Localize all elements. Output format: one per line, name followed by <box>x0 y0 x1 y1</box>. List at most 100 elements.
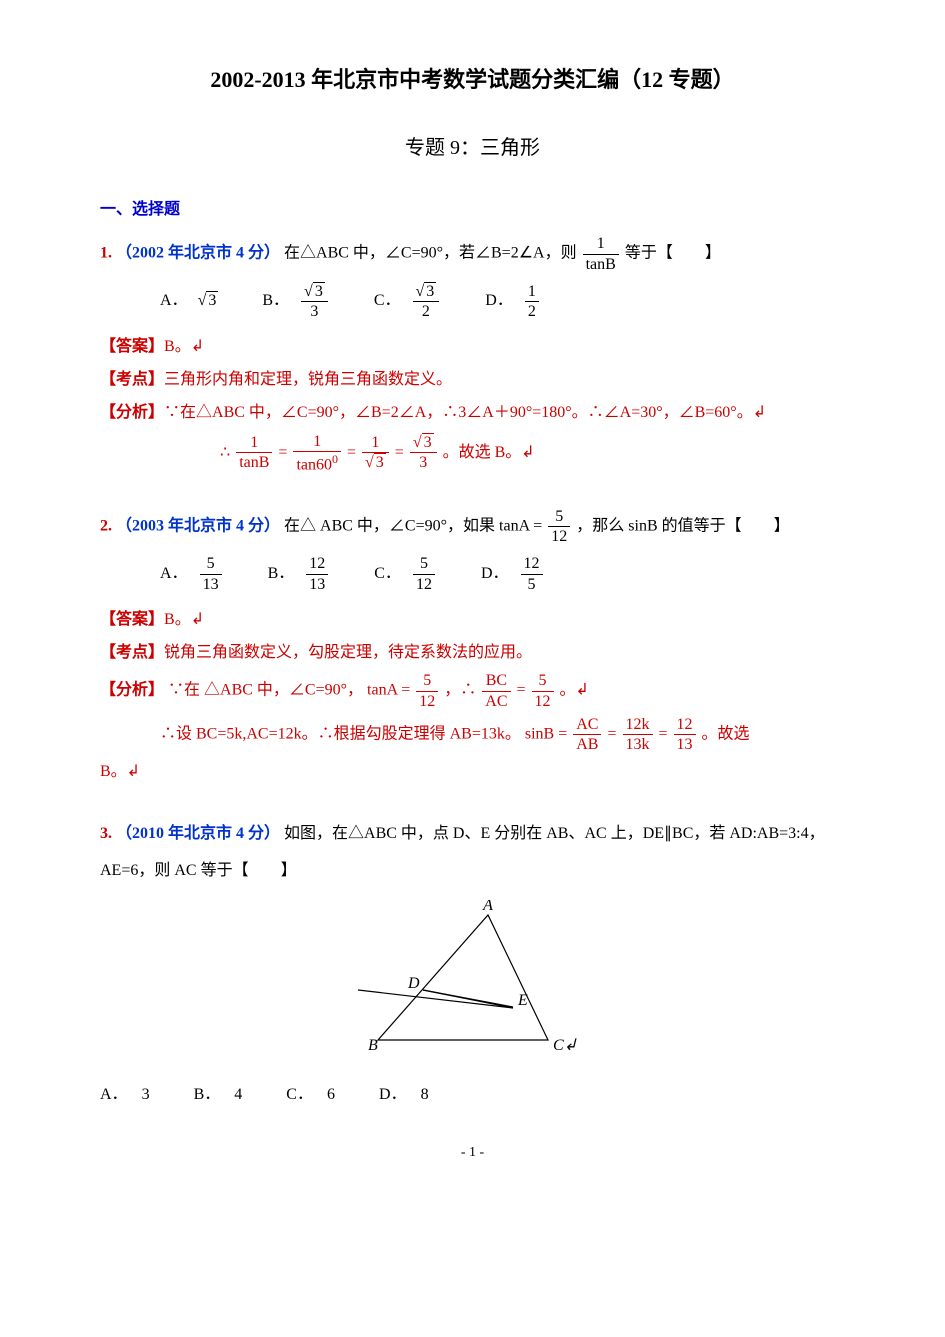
frac-num: 1 <box>525 282 539 302</box>
q2-answer: 【答案】B。↲ <box>100 606 845 635</box>
frac-den: tanB <box>583 255 619 274</box>
question-3: 3. （2010 年北京市 4 分） 如图，在△ABC 中，点 D、E 分别在 … <box>100 820 845 849</box>
opt-label: D． <box>485 292 513 309</box>
sub-title: 专题 9：三角形 <box>100 130 845 166</box>
q2-text-pre: 在△ ABC 中，∠C=90°，如果 <box>284 517 495 534</box>
opt-label: C． <box>374 292 401 309</box>
opt-val: 3 <box>142 1086 150 1103</box>
frac-den: 12 <box>413 575 435 594</box>
frac-num: 12 <box>306 554 328 574</box>
q1-kaodian: 【考点】三角形内角和定理，锐角三角函数定义。 <box>100 366 845 395</box>
frac-num: 1 <box>236 433 272 453</box>
frac-den: tan60 <box>296 456 332 473</box>
frac-num: 12 <box>674 715 696 735</box>
q1-opt-C: C． 3 2 <box>374 282 441 321</box>
q1-opt-D: D． 12 <box>485 282 541 321</box>
q3-opt-C: C． 6 <box>286 1081 335 1110</box>
opt-label: A． <box>100 1086 120 1103</box>
opt-val: 6 <box>327 1086 335 1103</box>
q1-step: ∴ 1tanB = 1tan600 = 13 = 33 。故选 B。↲ <box>100 432 845 475</box>
kd-value: 三角形内角和定理，锐角三角函数定义。 <box>164 371 452 388</box>
step2-b: B。↲ <box>100 763 140 780</box>
kd-label: 【考点】 <box>100 644 164 661</box>
frac-num: AC <box>573 715 601 735</box>
opt-label: D． <box>379 1086 399 1103</box>
step2-end: 。故选 <box>702 725 750 742</box>
q1-frac: 1 tanB <box>583 234 619 273</box>
radicand: 3 <box>422 433 434 451</box>
fx-label: 【分析】 <box>100 404 164 421</box>
q3-diagram: A B C↲ D E <box>100 900 845 1071</box>
q3-opt-A: A． 3 <box>100 1081 150 1110</box>
opt-label: C． <box>286 1086 305 1103</box>
fx-pre: ∵在 △ABC 中，∠C=90°， <box>168 682 363 699</box>
step2-pre: ∴设 BC=5k,AC=12k。∴根据勾股定理得 AB=13k。 <box>160 725 521 742</box>
opt-val: 4 <box>234 1086 242 1103</box>
opt-label: D． <box>481 565 509 582</box>
frac-den: AC <box>482 692 510 711</box>
frac-num: 12k <box>623 715 653 735</box>
frac-den: 2 <box>525 302 539 321</box>
fx-mid: ，∴ <box>444 682 476 699</box>
step-post: 。故选 B。↲ <box>443 444 535 461</box>
q2-options: A． 513 B． 1213 C． 512 D． 125 <box>100 554 845 593</box>
frac-den: tanB <box>236 453 272 472</box>
main-title: 2002-2013 年北京市中考数学试题分类汇编（12 专题） <box>100 60 845 100</box>
q1-opt-B: B． 33 <box>262 282 329 321</box>
q3-opt-B: B． 4 <box>194 1081 243 1110</box>
q2-opt-A: A． 513 <box>160 554 224 593</box>
q2-num: 2. <box>100 517 112 534</box>
frac-den: 2 <box>413 302 440 321</box>
tan-label: tanA <box>499 517 529 534</box>
frac-den: 3 <box>410 453 437 472</box>
tan-label: tanA <box>367 682 397 699</box>
answer-value: B。↲ <box>164 611 204 628</box>
equals: = <box>533 517 546 534</box>
question-1: 1. （2002 年北京市 4 分） 在△ABC 中，∠C=90°，若∠B=2∠… <box>100 234 845 273</box>
q2-text-post: ，那么 sinB 的值等于【 】 <box>576 517 789 534</box>
q2-opt-C: C． 512 <box>374 554 437 593</box>
frac-num: 5 <box>413 554 435 574</box>
step-pre: ∴ <box>220 444 230 461</box>
q1-answer: 【答案】B。↲ <box>100 333 845 362</box>
opt-label: A． <box>160 292 188 309</box>
q1-num: 1. <box>100 245 112 262</box>
label-B: B <box>368 1037 378 1054</box>
q1-fenxi: 【分析】∵在△ABC 中，∠C=90°，∠B=2∠A，∴3∠A＋90°=180°… <box>100 399 845 428</box>
frac-den: 12 <box>416 692 438 711</box>
frac-den: AB <box>573 735 601 754</box>
frac-num: 5 <box>548 507 570 527</box>
label-C: C↲ <box>553 1037 577 1054</box>
q1-options: A． 3 B． 33 C． 32 D． 12 <box>100 282 845 321</box>
frac-den: 13k <box>623 735 653 754</box>
kd-value: 锐角三角函数定义，勾股定理，待定系数法的应用。 <box>164 644 532 661</box>
label-D: D <box>407 975 420 992</box>
frac-num: 12 <box>521 554 543 574</box>
fx-end: 。↲ <box>560 682 589 699</box>
opt-val: 8 <box>421 1086 429 1103</box>
q3-body2: AE=6，则 AC 等于【 】 <box>100 857 845 886</box>
q2-source: （2003 年北京市 4 分） <box>116 517 280 534</box>
radicand: 3 <box>374 453 386 471</box>
frac-den: 3 <box>301 302 328 321</box>
frac-den: 12 <box>548 527 570 546</box>
label-A: A <box>482 900 493 914</box>
question-2: 2. （2003 年北京市 4 分） 在△ ABC 中，∠C=90°，如果 ta… <box>100 507 845 546</box>
q2-opt-B: B． 1213 <box>268 554 331 593</box>
sup: 0 <box>332 452 338 466</box>
frac-den: 13 <box>200 575 222 594</box>
q3-options: A． 3 B． 4 C． 6 D． 8 <box>100 1081 845 1110</box>
opt-label: B． <box>268 565 295 582</box>
q1-text-post: 等于【 】 <box>625 245 721 262</box>
radicand: 3 <box>424 282 436 300</box>
triangle-diagram: A B C↲ D E <box>358 900 588 1060</box>
q1-source: （2002 年北京市 4 分） <box>116 245 280 262</box>
q2-step2: ∴设 BC=5k,AC=12k。∴根据勾股定理得 AB=13k。 sinB = … <box>100 715 845 754</box>
radicand: 3 <box>313 282 325 300</box>
frac-den: 12 <box>532 692 554 711</box>
q3-num: 3. <box>100 825 112 842</box>
opt-label: A． <box>160 565 188 582</box>
frac-num: 5 <box>200 554 222 574</box>
opt-label: C． <box>374 565 401 582</box>
answer-value: B。↲ <box>164 338 204 355</box>
